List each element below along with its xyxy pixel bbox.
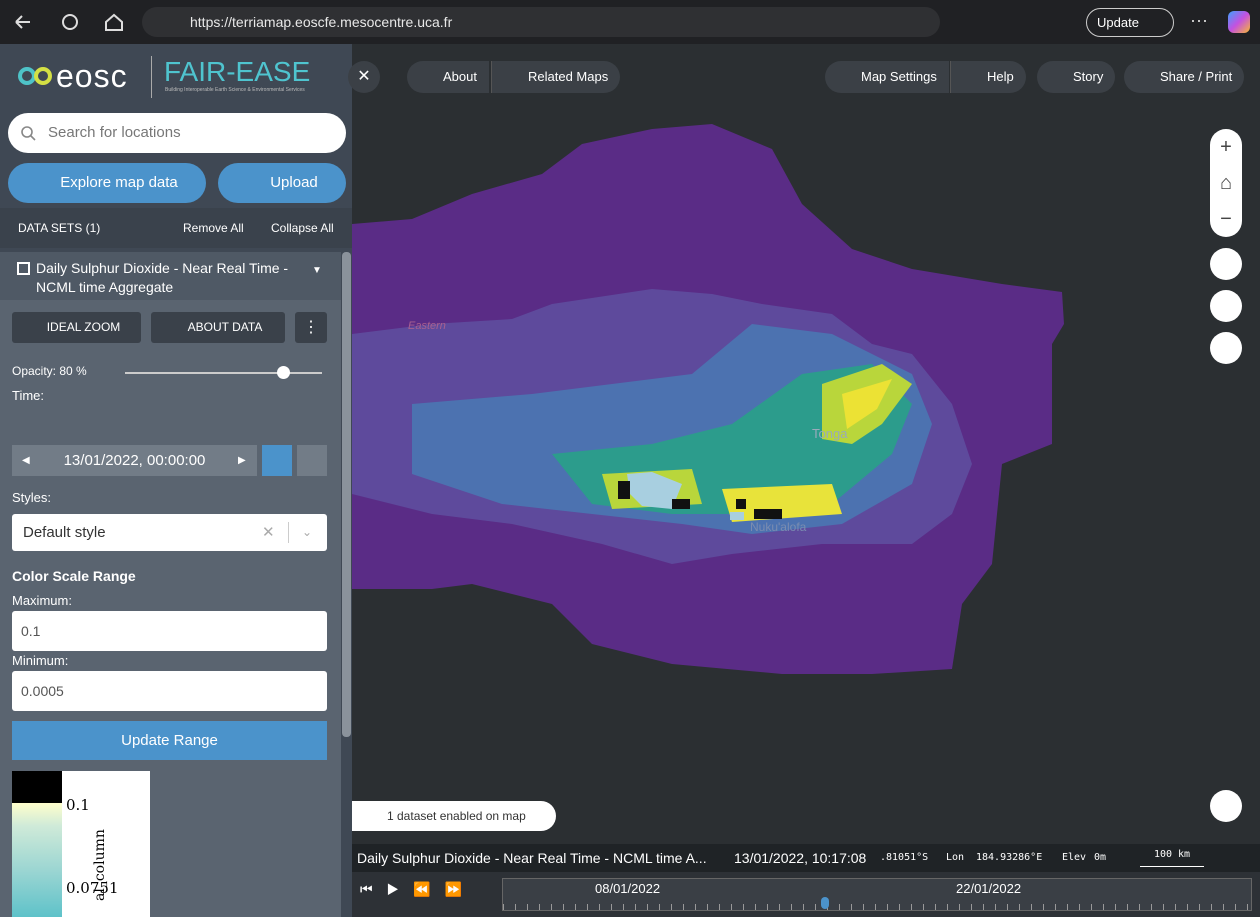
close-button[interactable]: ✕ bbox=[348, 61, 380, 93]
split-button[interactable] bbox=[1210, 290, 1242, 322]
next-time[interactable]: ▶ bbox=[238, 455, 246, 466]
minimum-label: Minimum: bbox=[12, 653, 69, 668]
explore-button[interactable]: Explore map data bbox=[8, 163, 206, 203]
legend-label: 0.0751 bbox=[66, 879, 119, 897]
dataset-title: Daily Sulphur Dioxide - Near Real Time -… bbox=[36, 260, 289, 295]
dataset-panel: Daily Sulphur Dioxide - Near Real Time -… bbox=[0, 252, 341, 917]
browser-bar: https://terriamap.eoscfe.mesocentre.uca.… bbox=[0, 0, 1260, 44]
about-button[interactable]: About bbox=[407, 61, 489, 93]
eosc-icon bbox=[18, 67, 52, 85]
style-select[interactable]: Default style ✕ ⌄ bbox=[12, 514, 327, 551]
elev-label: Elev bbox=[1062, 852, 1087, 863]
prev-time[interactable]: ◀ bbox=[22, 455, 30, 466]
ideal-zoom-button[interactable]: IDEAL ZOOM bbox=[12, 312, 141, 343]
story-button[interactable]: Story bbox=[1037, 61, 1116, 93]
timeline: ⏮▶⏪⏩ 08/01/2022 22/01/2022 bbox=[352, 872, 1260, 917]
upload-button[interactable]: Upload bbox=[218, 163, 346, 203]
update-button[interactable]: Update bbox=[1086, 8, 1174, 37]
update-range-button[interactable]: Update Range bbox=[12, 721, 327, 760]
collapse-all[interactable]: Collapse All bbox=[271, 221, 334, 235]
legend-over bbox=[12, 771, 62, 803]
timeline-cursor[interactable] bbox=[821, 897, 829, 909]
eosc-logo: eosc bbox=[56, 58, 128, 94]
scrollbar[interactable] bbox=[342, 252, 351, 737]
minimum-input[interactable]: 0.0005 bbox=[12, 671, 327, 711]
remove-all[interactable]: Remove All bbox=[183, 221, 244, 235]
about-data-button[interactable]: ABOUT DATA bbox=[151, 312, 285, 343]
feedback-button[interactable] bbox=[1210, 790, 1242, 822]
opacity-slider[interactable] bbox=[125, 372, 322, 374]
map-settings-button[interactable]: Map Settings bbox=[825, 61, 949, 93]
url-bar[interactable]: https://terriamap.eoscfe.mesocentre.uca.… bbox=[142, 7, 940, 37]
map: Eastern Tonga Nuku'alofa ✕ About Related… bbox=[348, 44, 1260, 917]
expand-caret[interactable]: ▼ bbox=[312, 265, 322, 276]
checkbox[interactable] bbox=[17, 262, 30, 275]
select-divider bbox=[288, 522, 289, 543]
locate-button[interactable] bbox=[1210, 248, 1242, 280]
datasets-enabled[interactable]: 1 dataset enabled on map bbox=[352, 801, 556, 831]
lon-label: Lon bbox=[946, 852, 965, 863]
timeline-bar[interactable]: 08/01/2022 22/01/2022 bbox=[502, 878, 1252, 911]
help-button[interactable]: Help bbox=[950, 61, 1026, 93]
share-button[interactable]: Share / Print bbox=[1124, 61, 1245, 93]
lat: .81051°S bbox=[880, 852, 929, 863]
sidebar: eosc FAIR-EASE Building Interoperable Ea… bbox=[0, 44, 352, 917]
datasets-header: DATA SETS (1) Remove All Collapse All bbox=[0, 208, 352, 248]
search-icon bbox=[21, 126, 36, 141]
dropdown-icon[interactable]: ⌄ bbox=[302, 525, 313, 539]
measure-button[interactable] bbox=[1210, 332, 1242, 364]
clear-icon[interactable]: ✕ bbox=[262, 524, 275, 541]
style-value: Default style bbox=[23, 524, 106, 541]
menu-icon[interactable]: ··· bbox=[1190, 10, 1208, 30]
playback-controls[interactable]: ⏮▶⏪⏩ bbox=[360, 881, 476, 897]
opacity-label: Opacity: 80 % bbox=[12, 364, 87, 378]
chart-button[interactable] bbox=[297, 445, 327, 476]
dataset-header[interactable]: Daily Sulphur Dioxide - Near Real Time -… bbox=[0, 252, 341, 300]
legend-ramp bbox=[12, 803, 62, 917]
status-dataset: Daily Sulphur Dioxide - Near Real Time -… bbox=[357, 850, 707, 866]
timeline-label: 08/01/2022 bbox=[595, 881, 661, 896]
divider bbox=[151, 56, 152, 98]
legend-title: al_column bbox=[92, 829, 108, 901]
place-label: Eastern bbox=[408, 320, 446, 332]
fair-ease-logo: FAIR-EASE bbox=[164, 56, 311, 87]
status-bar: Daily Sulphur Dioxide - Near Real Time -… bbox=[352, 844, 1260, 872]
scale-bar: 100 km bbox=[1140, 844, 1204, 867]
place-label: Nuku'alofa bbox=[750, 520, 807, 534]
search-box[interactable]: Search for locations bbox=[8, 113, 346, 153]
so2-heatmap bbox=[352, 124, 1064, 674]
tagline: Building Interoperable Earth Science & E… bbox=[165, 87, 305, 93]
time-value: 13/01/2022, 00:00:00 bbox=[63, 452, 206, 469]
color-scale-title: Color Scale Range bbox=[12, 568, 136, 584]
place-label: Tonga bbox=[812, 426, 848, 441]
timeline-label: 22/01/2022 bbox=[956, 881, 1022, 896]
related-maps-button[interactable]: Related Maps bbox=[491, 61, 621, 93]
status-datetime: 13/01/2022, 10:17:08 bbox=[734, 850, 867, 866]
legend: 0.1 0.0751 al_column bbox=[12, 771, 150, 917]
more-button[interactable]: ⋮ bbox=[295, 312, 327, 343]
search-placeholder: Search for locations bbox=[48, 124, 181, 141]
time-selector[interactable]: ◀ 13/01/2022, 00:00:00 ▶ bbox=[12, 445, 257, 476]
copilot-icon[interactable] bbox=[1228, 11, 1250, 33]
opacity-handle[interactable] bbox=[277, 366, 290, 379]
maximum-input[interactable]: 0.1 bbox=[12, 611, 327, 651]
time-label: Time: bbox=[12, 388, 45, 403]
datasets-title: DATA SETS (1) bbox=[18, 221, 101, 235]
styles-label: Styles: bbox=[12, 490, 52, 505]
legend-label: 0.1 bbox=[66, 796, 90, 814]
elev: 0m bbox=[1094, 852, 1107, 863]
nav-icons bbox=[15, 13, 123, 31]
timeline-button[interactable] bbox=[262, 445, 292, 476]
zoom-controls[interactable]: + ⌂ − bbox=[1210, 129, 1242, 237]
maximum-label: Maximum: bbox=[12, 593, 72, 608]
lon: 184.93286°E bbox=[976, 852, 1043, 863]
